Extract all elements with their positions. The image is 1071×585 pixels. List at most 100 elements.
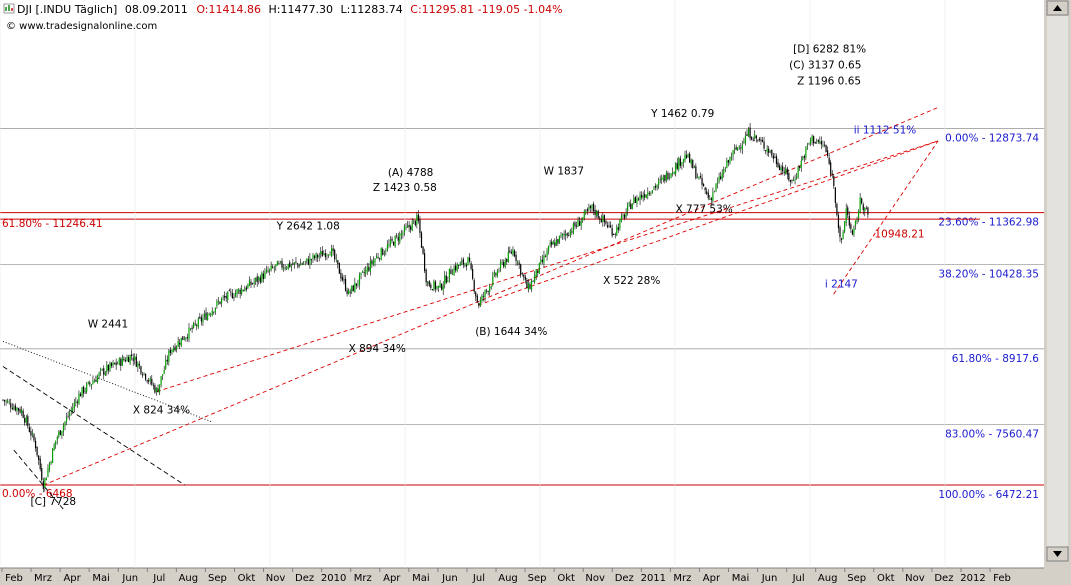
candle-body xyxy=(524,277,526,280)
candle-body xyxy=(301,263,303,265)
watermark: © www.tradesignalonline.com xyxy=(6,21,157,32)
candle-body xyxy=(840,238,843,240)
candle-body xyxy=(709,198,711,200)
candle-body xyxy=(693,166,695,168)
candle-body xyxy=(850,224,852,229)
candle-body xyxy=(185,337,187,340)
candle-body xyxy=(729,157,731,164)
candle-body xyxy=(53,444,55,451)
candle-body xyxy=(127,357,130,363)
x-tick-label: Okt xyxy=(877,573,895,584)
candle-body xyxy=(151,378,153,385)
candle-body xyxy=(549,242,551,245)
candle-body xyxy=(25,417,27,424)
candle-body xyxy=(36,446,38,456)
candle-body xyxy=(540,259,542,263)
scroll-down-icon[interactable] xyxy=(1046,546,1069,562)
candle-body xyxy=(527,283,530,290)
x-tick-label: Mai xyxy=(92,573,110,584)
candle-body xyxy=(292,263,294,265)
candle-body xyxy=(699,175,702,178)
candle-body xyxy=(323,253,325,256)
candle-body xyxy=(529,284,531,289)
candle-body xyxy=(637,198,640,200)
candle-body xyxy=(217,301,220,303)
candle-body xyxy=(259,277,261,283)
x-tick-label: Jun xyxy=(441,573,458,584)
candle-body xyxy=(493,272,495,276)
candle-body xyxy=(566,233,568,236)
candle-body xyxy=(436,286,438,289)
candle-body xyxy=(295,261,297,263)
candle-body xyxy=(472,268,474,279)
scroll-up-icon[interactable] xyxy=(1046,0,1069,16)
candle-body xyxy=(343,279,345,281)
candle-body xyxy=(575,225,578,227)
candle-body xyxy=(703,184,705,186)
candle-body xyxy=(806,145,809,147)
candle-body xyxy=(730,157,733,159)
candle-body xyxy=(532,281,534,282)
candle-body xyxy=(202,317,204,323)
candle-body xyxy=(685,155,688,159)
candle-body xyxy=(11,407,13,410)
candle-body xyxy=(197,318,199,328)
candle-body xyxy=(782,166,784,172)
candle-body xyxy=(300,263,302,266)
candle-body xyxy=(224,295,226,298)
candle-body xyxy=(611,228,613,236)
candle-body xyxy=(862,204,864,211)
candle-body xyxy=(783,171,785,174)
fib-label: 38.20% - 10428.35 xyxy=(938,269,1039,281)
chart-header: DJI [.INDU Täglich] 08.09.2011 O:11414.8… xyxy=(3,3,563,32)
x-tick-label: Apr xyxy=(703,573,721,584)
candle-body xyxy=(357,283,359,285)
price-candles xyxy=(2,122,869,493)
candle-body xyxy=(155,388,158,392)
candle-body xyxy=(410,226,412,230)
candle-body xyxy=(727,160,729,163)
candle-body xyxy=(858,211,860,219)
candle-body xyxy=(585,210,587,213)
x-axis-strip xyxy=(0,568,1071,585)
candle-body xyxy=(665,172,667,181)
candle-body xyxy=(65,417,68,422)
candle-body xyxy=(771,149,773,156)
candle-body xyxy=(478,303,480,306)
candle-body xyxy=(92,381,94,385)
candle-body xyxy=(315,253,317,258)
x-tick-label: Mrz xyxy=(673,573,691,584)
candle-body xyxy=(337,260,339,264)
candle-body xyxy=(140,366,142,374)
candle-body xyxy=(19,409,21,413)
candle-body xyxy=(642,195,644,199)
trendlines xyxy=(2,107,939,512)
scroll-track[interactable] xyxy=(1047,16,1068,561)
candle-body xyxy=(81,387,83,397)
candle-body xyxy=(445,275,447,283)
candle-body xyxy=(672,172,674,174)
candle-body xyxy=(526,279,528,289)
wave-label: X 894 34% xyxy=(349,343,406,355)
candle-body xyxy=(324,253,326,258)
candle-body xyxy=(743,141,745,144)
candle-body xyxy=(630,203,632,210)
candle-body xyxy=(101,368,103,370)
candle-body xyxy=(220,298,223,304)
candle-body xyxy=(616,226,618,236)
candle-body xyxy=(306,258,308,261)
candle-body xyxy=(698,176,700,179)
candle-body xyxy=(704,187,706,191)
candle-body xyxy=(168,350,170,362)
candle-body xyxy=(684,154,686,161)
candle-body xyxy=(558,235,561,243)
candle-body xyxy=(358,274,361,286)
x-tick-label: Nov xyxy=(585,573,605,584)
candle-body xyxy=(721,173,723,179)
candle-body xyxy=(73,402,75,409)
candle-body xyxy=(41,468,43,481)
candle-body xyxy=(600,219,602,223)
candle-body xyxy=(606,225,609,228)
candle-body xyxy=(658,180,660,186)
candle-body xyxy=(89,382,91,385)
